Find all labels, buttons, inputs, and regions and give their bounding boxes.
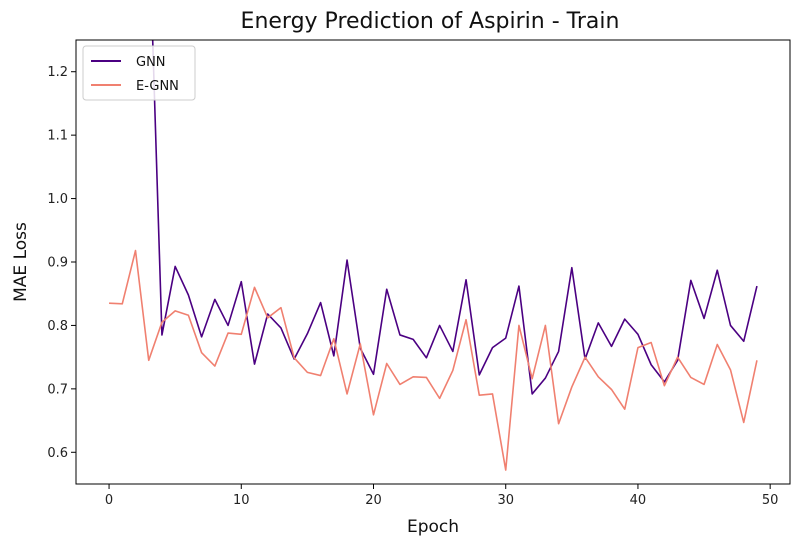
plot-frame: [75, 39, 791, 485]
y-tick-label: 0.8: [47, 319, 68, 334]
y-tick-label: 1.1: [47, 129, 68, 144]
series-lines: [109, 40, 758, 471]
y-tick-label: 0.7: [47, 382, 68, 397]
series-line-gnn: [151, 40, 758, 395]
y-tick-label: 1.0: [47, 192, 68, 207]
x-axis-ticks: 0 10 20 30 40 50: [105, 484, 779, 508]
x-axis-label: Epoch: [407, 517, 459, 537]
legend-label-egnn: E-GNN: [136, 79, 179, 94]
x-tick-label: 10: [233, 493, 250, 508]
x-tick-label: 0: [105, 493, 113, 508]
y-axis-ticks: 0.6 0.7 0.8 0.9 1.0 1.1 1.2: [47, 65, 76, 461]
x-tick-label: 50: [762, 493, 779, 508]
x-tick-label: 40: [630, 493, 647, 508]
x-tick-label: 20: [365, 493, 382, 508]
chart-title: Energy Prediction of Aspirin - Train: [241, 9, 620, 34]
y-axis-label: MAE Loss: [11, 222, 31, 302]
y-tick-label: 1.2: [47, 65, 68, 80]
plot-area: 0 10 20 30 40 50 0.6 0.7 0.8 0.9 1.0 1.1 1.2: [47, 39, 791, 508]
y-tick-label: 0.9: [47, 256, 68, 271]
series-line-e-gnn: [109, 249, 758, 471]
y-tick-label: 0.6: [47, 446, 68, 461]
x-tick-label: 30: [497, 493, 514, 508]
legend-box: [82, 45, 196, 101]
legend: GNN E-GNN: [82, 45, 196, 101]
legend-label-gnn: GNN: [136, 55, 166, 70]
